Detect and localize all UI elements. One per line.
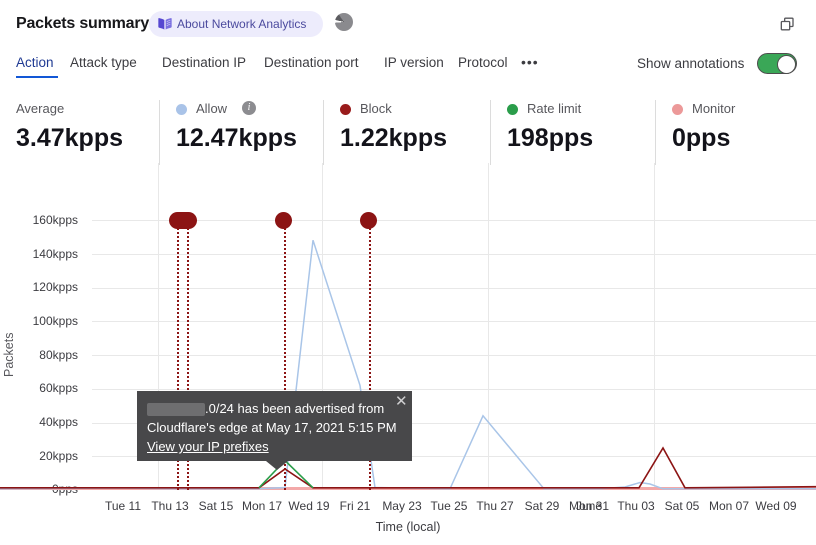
svg-text:Sat 05: Sat 05 [665,499,700,513]
svg-text:Fri 21: Fri 21 [340,499,371,513]
svg-text:Mon 07: Mon 07 [709,499,749,513]
svg-text:Sat 15: Sat 15 [199,499,234,513]
svg-text:Mon 17: Mon 17 [242,499,282,513]
svg-text:Tue 11: Tue 11 [105,499,141,513]
svg-text:Sat 29: Sat 29 [525,499,560,513]
svg-text:Wed 09: Wed 09 [755,499,796,513]
svg-text:June: June [576,499,602,513]
svg-text:Thu 03: Thu 03 [617,499,655,513]
svg-text:May 23: May 23 [382,499,422,513]
svg-text:Wed 19: Wed 19 [288,499,329,513]
svg-text:Thu 27: Thu 27 [476,499,514,513]
svg-text:Thu 13: Thu 13 [151,499,189,513]
svg-text:Tue 25: Tue 25 [431,499,468,513]
